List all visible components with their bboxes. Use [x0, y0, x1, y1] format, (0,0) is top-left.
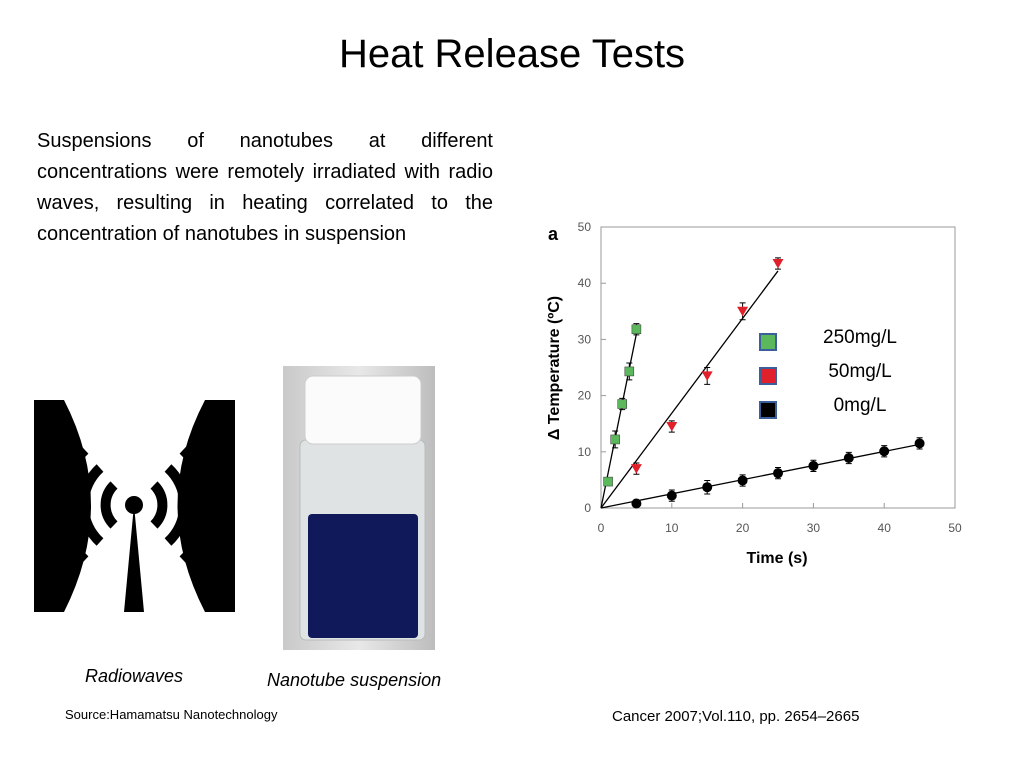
- y-tick-label: 50: [578, 220, 592, 234]
- point: [630, 464, 642, 474]
- x-tick-label: 50: [948, 521, 962, 535]
- legend-swatch: [759, 333, 777, 351]
- point: [808, 460, 819, 471]
- point: [610, 434, 620, 445]
- point: [631, 498, 642, 509]
- point: [772, 259, 784, 269]
- x-tick-label: 10: [665, 521, 679, 535]
- caption: Nanotube suspension: [267, 670, 442, 690]
- x-tick-label: 40: [878, 521, 892, 535]
- point: [737, 475, 748, 486]
- point: [617, 399, 627, 409]
- x-tick-label: 30: [807, 521, 821, 535]
- y-tick-label: 10: [578, 445, 592, 459]
- point: [773, 468, 783, 479]
- x-axis-label: Time (s): [746, 550, 807, 567]
- point: [879, 446, 890, 457]
- point: [737, 306, 749, 317]
- y-tick-label: 30: [578, 332, 592, 346]
- legend-swatch: [759, 401, 777, 419]
- x-tick-label: 20: [736, 521, 750, 535]
- point: [701, 371, 713, 381]
- point: [702, 482, 713, 493]
- x-tick-label: 0: [598, 521, 605, 535]
- vial-photo: [283, 366, 435, 650]
- fit-line: [600, 443, 920, 509]
- point: [914, 438, 925, 449]
- point: [666, 422, 678, 432]
- point: [603, 476, 613, 487]
- legend-label: 50mg/L: [828, 361, 892, 382]
- legend-label: 0mg/L: [833, 395, 887, 416]
- fit-line: [600, 270, 779, 509]
- point: [624, 366, 635, 377]
- legend-label: 250mg/L: [823, 327, 897, 348]
- slide-title: Heat Release Tests: [338, 32, 686, 76]
- y-axis-label: Δ Temperature (ºC): [546, 296, 563, 440]
- y-tick-label: 20: [578, 389, 592, 403]
- y-tick-label: 40: [578, 276, 592, 290]
- point: [631, 324, 642, 335]
- body-text: Suspensions of nanotubes at different co…: [37, 130, 493, 245]
- point: [666, 490, 677, 501]
- plot-frame: [600, 226, 956, 509]
- point: [843, 452, 854, 463]
- caption: Radiowaves: [85, 666, 184, 686]
- legend-swatch: [759, 367, 777, 385]
- radio-icon: [34, 400, 235, 612]
- panel-label: a: [548, 224, 559, 244]
- source-note: Source:Hamamatsu Nanotechnology: [65, 707, 278, 722]
- citation: Cancer 2007;Vol.110, pp. 2654–2665: [612, 708, 860, 725]
- y-tick-label: 0: [584, 501, 591, 515]
